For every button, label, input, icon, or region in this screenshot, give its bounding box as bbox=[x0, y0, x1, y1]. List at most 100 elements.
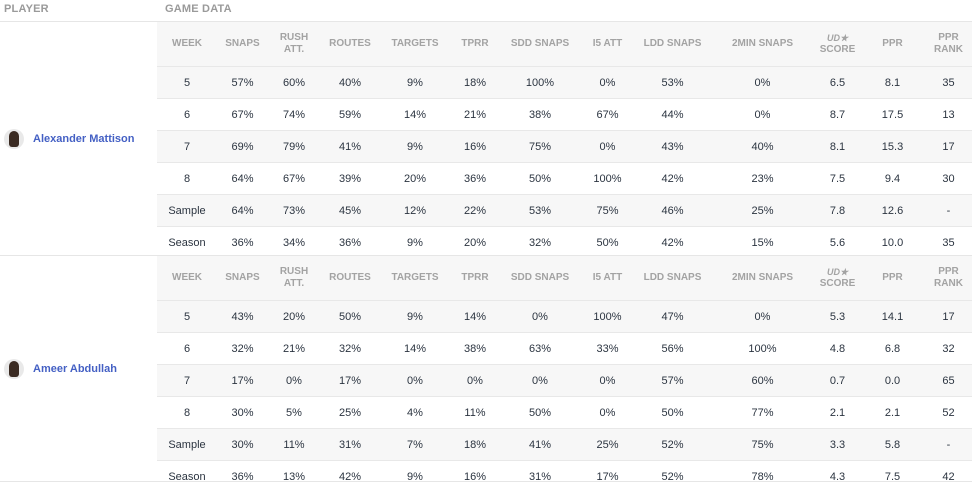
column-header[interactable]: ROUTES bbox=[320, 38, 380, 50]
column-header[interactable]: RUSH ATT. bbox=[268, 32, 320, 56]
table-cell: 6.8 bbox=[884, 342, 901, 355]
column-header[interactable]: TPRR bbox=[450, 272, 500, 284]
table-cell: 13 bbox=[942, 108, 955, 121]
column-header-label: RUSH ATT. bbox=[279, 32, 309, 55]
column-header[interactable]: SNAPS bbox=[217, 38, 268, 50]
table-cell: 4.8 bbox=[829, 342, 846, 355]
avatar bbox=[4, 128, 24, 149]
table-cell: 69% bbox=[231, 140, 254, 153]
table-cell: 53% bbox=[528, 204, 552, 217]
column-header[interactable]: I5 ATT bbox=[580, 38, 635, 50]
column-header-label: LDD SNAPS bbox=[643, 272, 702, 283]
column-header[interactable]: UD★ SCORE bbox=[815, 32, 860, 56]
table-cell: 38% bbox=[463, 342, 487, 355]
column-header[interactable]: ROUTES bbox=[320, 272, 380, 284]
column-header[interactable]: 2MIN SNAPS bbox=[710, 38, 815, 50]
column-header-label: RUSH ATT. bbox=[279, 266, 309, 289]
table-cell: 9% bbox=[407, 310, 423, 323]
column-header-label: LDD SNAPS bbox=[643, 38, 702, 49]
table-cell: 32 bbox=[942, 342, 955, 355]
column-header-label: 2MIN SNAPS bbox=[731, 272, 794, 283]
column-header[interactable]: UD★ SCORE bbox=[815, 266, 860, 290]
table-cell: 79% bbox=[282, 140, 306, 153]
column-header[interactable]: WEEK bbox=[157, 272, 217, 284]
table-cell: 9% bbox=[407, 236, 423, 249]
table-cell: 25% bbox=[751, 204, 774, 217]
column-header[interactable]: PPR bbox=[860, 38, 925, 50]
column-header[interactable]: TARGETS bbox=[380, 272, 450, 284]
column-header-label: I5 ATT bbox=[592, 272, 623, 283]
table-cell: 6.5 bbox=[829, 76, 846, 89]
table-cell: 9% bbox=[407, 76, 423, 89]
table-cell: 47% bbox=[661, 310, 684, 323]
table-cell: 32% bbox=[528, 236, 552, 249]
table-cell: 50% bbox=[338, 310, 362, 323]
column-header-label: PPR bbox=[882, 272, 903, 283]
player-name-link[interactable]: Ameer Abdullah bbox=[33, 362, 117, 375]
table-row: 5 57% 60% 40% 9% 18% 100% 0% 53% 0% 6.5 8.1 35 bbox=[157, 66, 972, 98]
column-header-label: SNAPS bbox=[225, 272, 260, 283]
table-cell: 14% bbox=[403, 108, 427, 121]
table-cell: 42% bbox=[661, 236, 684, 249]
table-cell: 67% bbox=[282, 172, 306, 185]
column-header[interactable]: SDD SNAPS bbox=[500, 38, 580, 50]
table-cell: 12.6 bbox=[881, 204, 904, 217]
table-cell: 14% bbox=[403, 342, 427, 355]
player-column-header: PLAYER bbox=[4, 3, 49, 15]
table-cell: 25% bbox=[596, 438, 619, 451]
table-cell: 5.6 bbox=[829, 236, 846, 249]
table-cell: 50% bbox=[528, 406, 552, 419]
table-cell: 63% bbox=[528, 342, 552, 355]
column-header[interactable]: LDD SNAPS bbox=[635, 272, 710, 284]
table-cell: 0.7 bbox=[829, 374, 846, 387]
player-name-link[interactable]: Alexander Mattison bbox=[33, 132, 135, 145]
column-header[interactable]: SDD SNAPS bbox=[500, 272, 580, 284]
table-cell: 60% bbox=[282, 76, 306, 89]
table-cell: 35 bbox=[942, 236, 955, 249]
column-header[interactable]: I5 ATT bbox=[580, 272, 635, 284]
table-cell: 74% bbox=[282, 108, 306, 121]
table-cell: 23% bbox=[751, 172, 774, 185]
table-cell: 57% bbox=[661, 374, 684, 387]
table-cell: 67% bbox=[231, 108, 254, 121]
table-row: 8 64% 67% 39% 20% 36% 50% 100% 42% 23% 7.5 9.4 30 bbox=[157, 162, 972, 194]
table-cell: 39% bbox=[338, 172, 362, 185]
column-header[interactable]: WEEK bbox=[157, 38, 217, 50]
table-cell: 3.3 bbox=[829, 438, 846, 451]
table-cell: 0% bbox=[599, 374, 616, 387]
table-cell: 12% bbox=[403, 204, 427, 217]
table-cell: 67% bbox=[596, 108, 619, 121]
table-cell: 50% bbox=[596, 236, 619, 249]
table-cell: - bbox=[946, 204, 951, 217]
column-header-label: TPRR bbox=[461, 272, 489, 283]
table-cell: 8 bbox=[183, 406, 191, 419]
player-block: Ameer Abdullah WEEK SNAPS RUSH ATT. ROUTES TA… bbox=[0, 256, 972, 483]
column-header-label: SNAPS bbox=[225, 38, 260, 49]
column-header[interactable]: PPR RANK bbox=[925, 32, 972, 56]
table-cell: 31% bbox=[528, 470, 552, 483]
table-cell: 41% bbox=[528, 438, 552, 451]
column-header[interactable]: PPR RANK bbox=[925, 266, 972, 290]
table-cell: 20% bbox=[282, 310, 306, 323]
table-cell: 60% bbox=[751, 374, 774, 387]
column-header[interactable]: RUSH ATT. bbox=[268, 266, 320, 290]
column-header-label: PPR bbox=[882, 38, 903, 49]
table-cell: 59% bbox=[338, 108, 362, 121]
table-row: 6 32% 21% 32% 14% 38% 63% 33% 56% 100% 4.8 6.8 32 bbox=[157, 332, 972, 364]
table-cell: 56% bbox=[661, 342, 684, 355]
column-header[interactable]: TARGETS bbox=[380, 38, 450, 50]
table-cell: 8 bbox=[183, 172, 191, 185]
table-cell: 30% bbox=[231, 438, 254, 451]
table-cell: 0% bbox=[599, 140, 616, 153]
table-cell: 43% bbox=[231, 310, 254, 323]
column-header[interactable]: TPRR bbox=[450, 38, 500, 50]
column-header[interactable]: PPR bbox=[860, 272, 925, 284]
column-header[interactable]: 2MIN SNAPS bbox=[710, 272, 815, 284]
column-header[interactable]: LDD SNAPS bbox=[635, 38, 710, 50]
column-header[interactable]: SNAPS bbox=[217, 272, 268, 284]
table-cell: 0% bbox=[754, 76, 771, 89]
table-cell: 14% bbox=[463, 310, 487, 323]
table-cell: 6 bbox=[183, 342, 191, 355]
table-cell: 34% bbox=[282, 236, 306, 249]
table-cell: Sample bbox=[168, 438, 206, 451]
